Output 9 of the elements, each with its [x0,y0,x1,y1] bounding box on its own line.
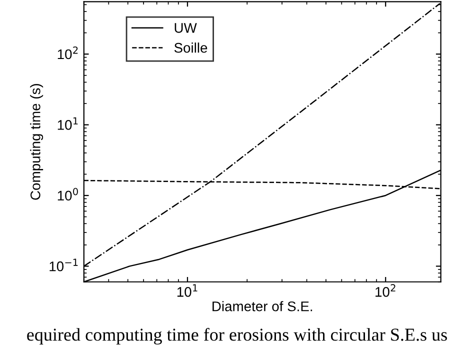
x-axis-title: Diameter of S.E. [212,301,312,312]
y-tick-label: 10$^{1}$ [58,117,78,130]
y-tick-label: 10$^{0}$ [58,188,78,201]
y-tick-label: 10$^{2}$ [58,46,78,60]
y-tick-label: 10$^{−1}$ [50,258,78,272]
y-axis-title: Computing time (s) [30,84,44,200]
text: equired computing time for erosions with circular S.E.s us [27,328,447,345]
legend-label: UW [174,23,197,33]
legend-label: Soille [174,42,208,53]
